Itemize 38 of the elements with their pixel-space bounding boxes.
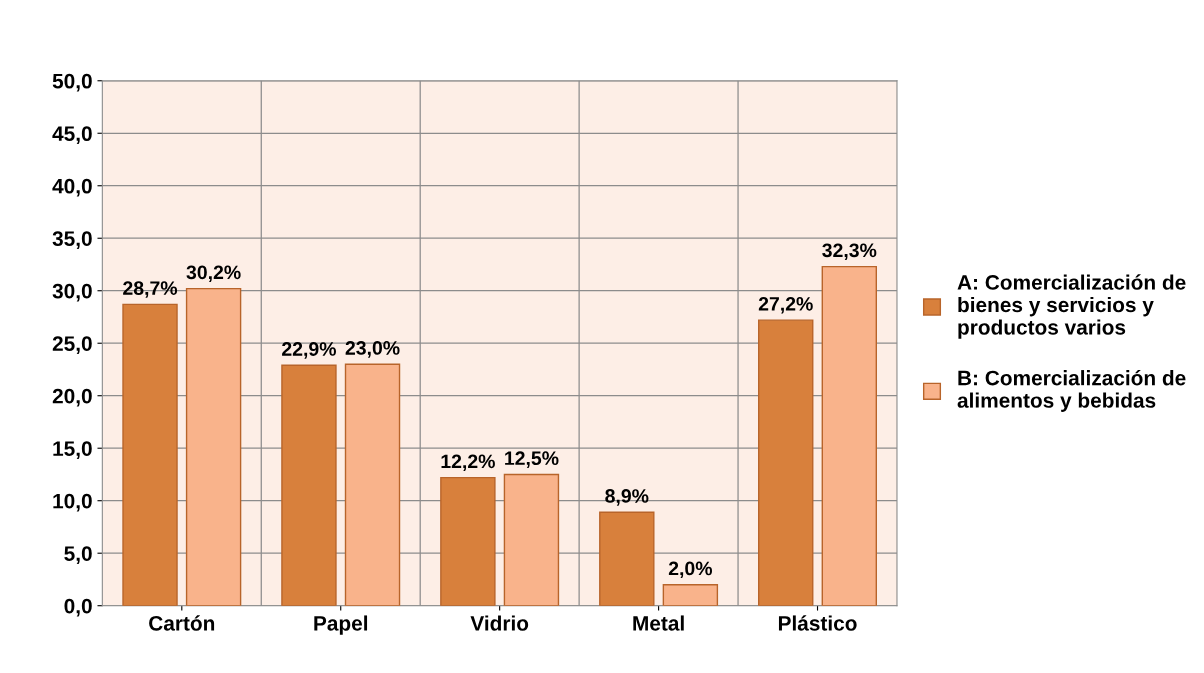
data-label: 12,2%: [441, 454, 495, 472]
data-label: 12,5%: [505, 451, 559, 468]
x-tick-label: Cartón: [149, 615, 215, 631]
bar: [440, 476, 496, 606]
data-label: 32,3%: [822, 243, 877, 261]
y-tick-label: 5,0: [64, 546, 92, 564]
bar: [122, 303, 178, 606]
y-tick-label: 30,0: [52, 283, 92, 302]
legend-label: A: Comercialización de bienes y servicios y productos varios: [957, 274, 1186, 339]
data-label: 30,2%: [186, 265, 241, 283]
y-tick-label: 25,0: [52, 336, 92, 354]
bar: [344, 363, 401, 606]
data-label: 27,2%: [758, 296, 813, 314]
data-label: 2,0%: [668, 561, 713, 579]
y-tick-label: 10,0: [53, 493, 92, 512]
y-tick-label: 15,0: [53, 441, 92, 459]
y-tick-label: 0,0: [64, 598, 92, 617]
y-tick-label: 35,0: [52, 231, 92, 250]
bar: [599, 511, 655, 606]
bar: [662, 584, 719, 606]
x-tick-label: Metal: [633, 615, 684, 631]
y-tick-label: 20,0: [52, 388, 92, 407]
y-tick-label: 45,0: [52, 126, 92, 145]
bar: [821, 265, 878, 606]
x-tick-label: Papel: [314, 615, 368, 635]
x-tick-label: Vidrio: [470, 615, 529, 631]
data-label: 22,9%: [282, 342, 336, 359]
x-tick-label: Plástico: [778, 615, 857, 631]
data-label: 8,9%: [605, 489, 649, 506]
y-tick-label: 50,0: [52, 73, 92, 92]
bar: [758, 319, 814, 606]
bar: [281, 364, 337, 606]
data-label: 23,0%: [345, 341, 400, 358]
legend-label: B: Comercialización de alimentos y bebidas: [957, 369, 1186, 412]
bar: [503, 473, 560, 606]
data-label: 28,7%: [123, 281, 178, 298]
y-tick-label: 40,0: [52, 178, 92, 197]
bar: [185, 287, 242, 606]
